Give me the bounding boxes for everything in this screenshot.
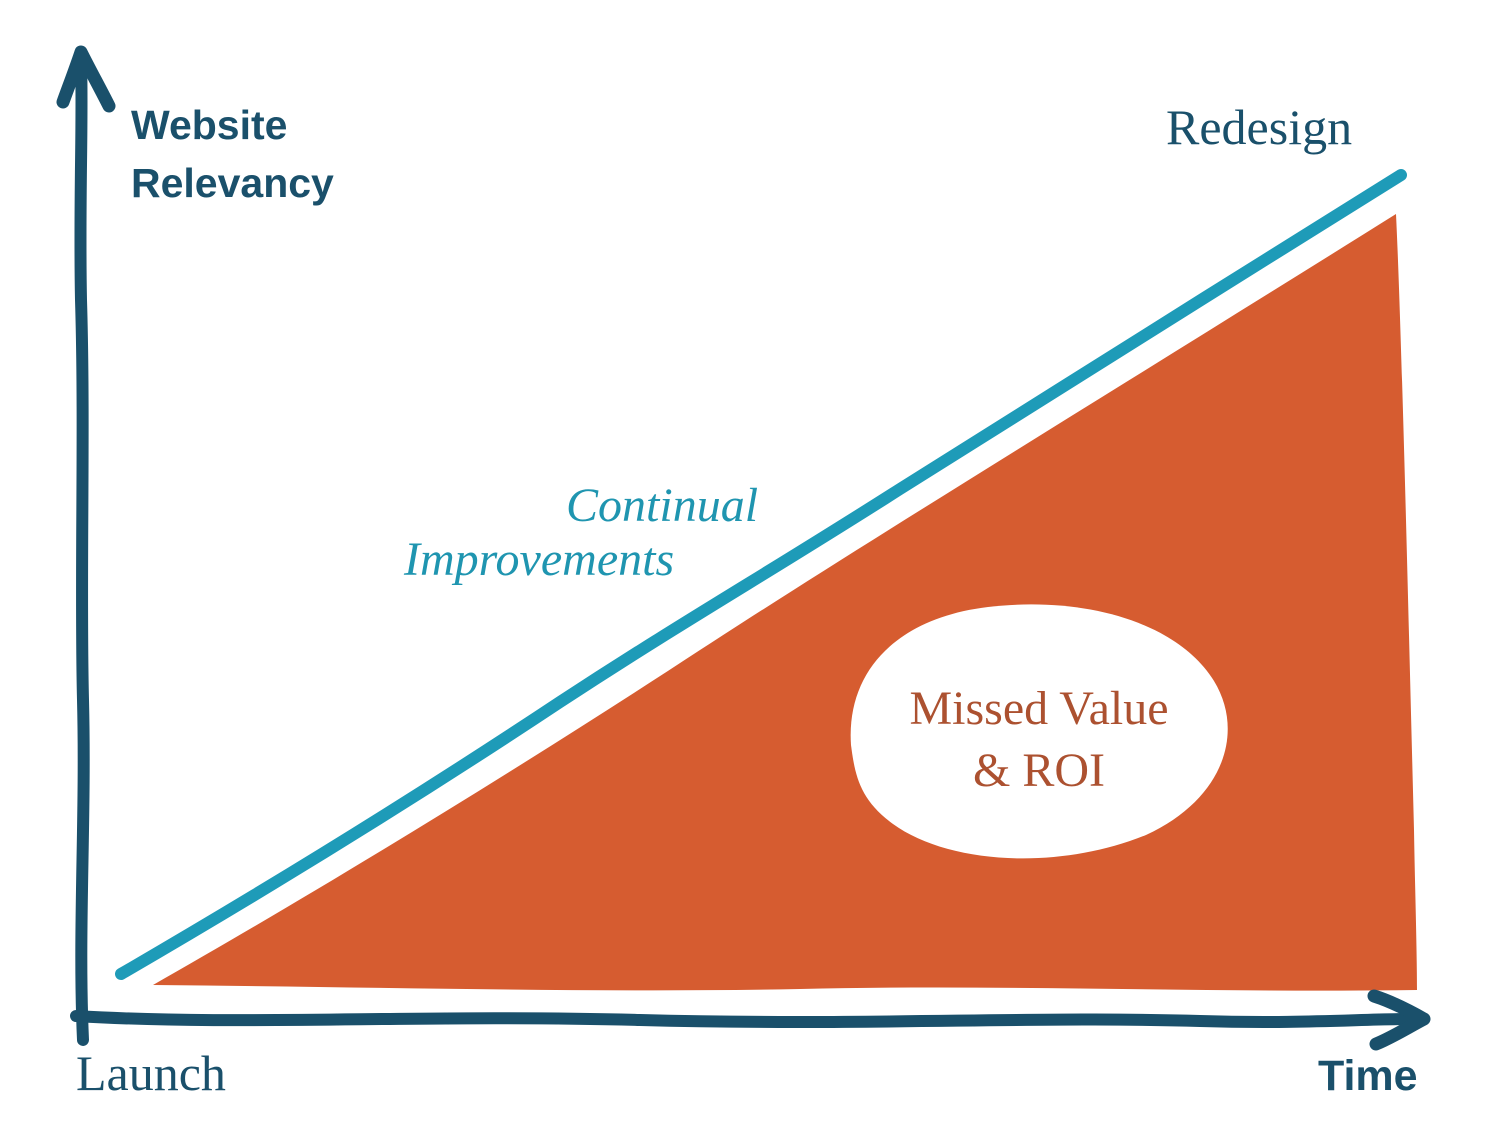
improvement-line-label-line2: Improvements (404, 533, 675, 586)
y-axis-title-line1: Website (131, 102, 288, 148)
improvement-line (115, 169, 1407, 980)
x-axis-arrowhead (1367, 989, 1431, 1051)
y-axis-title: Website Relevancy (131, 96, 334, 212)
y-axis-title-line2: Relevancy (131, 160, 334, 206)
missed-value-callout: Missed Value & ROI (853, 678, 1225, 802)
missed-value-callout-line1: Missed Value (909, 682, 1169, 735)
y-axis (74, 54, 90, 1046)
missed-value-callout-line2: & ROI (973, 744, 1105, 797)
redesign-label: Redesign (1166, 99, 1353, 155)
x-axis (70, 1010, 1418, 1028)
improvement-line-label-line1: Continual (566, 479, 759, 532)
y-axis-arrowhead (56, 45, 116, 113)
callout-blob (850, 604, 1228, 859)
missed-value-area (153, 214, 1417, 991)
x-axis-title: Time (1318, 1052, 1418, 1100)
x-axis-origin-label: Launch (76, 1045, 226, 1101)
